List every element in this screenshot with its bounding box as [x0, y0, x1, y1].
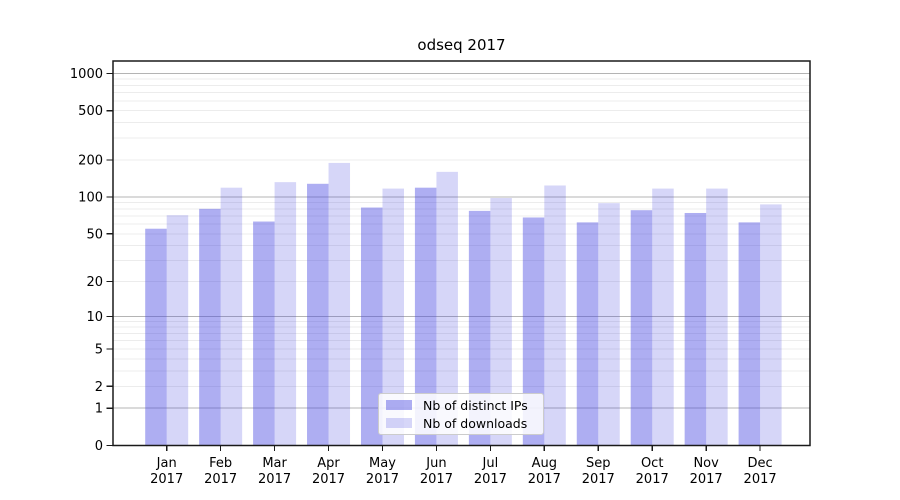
x-tick-label-year: 2017 [366, 472, 399, 487]
x-tick-label-month: Sep [586, 456, 611, 471]
bar-downloads-may [382, 188, 404, 446]
y-tick-label: 100 [78, 190, 103, 205]
y-tick-label: 0 [95, 439, 103, 454]
legend-label-0: Nb of distinct IPs [423, 397, 528, 413]
x-tick-label-year: 2017 [582, 472, 615, 487]
bar-downloads-jul [490, 198, 512, 446]
x-tick-label-year: 2017 [258, 472, 291, 487]
x-tick-label-month: Dec [748, 456, 773, 471]
x-tick-label-year: 2017 [420, 472, 453, 487]
bar-downloads-jun [436, 171, 458, 446]
bar-downloads-sep [598, 203, 620, 446]
y-tick-label: 200 [78, 153, 103, 168]
y-tick-label: 2 [95, 380, 103, 395]
x-tick-label-year: 2017 [150, 472, 183, 487]
bar-downloads-dec [760, 204, 782, 446]
bar-downloads-apr [328, 162, 351, 446]
y-tick-label: 20 [86, 275, 103, 290]
bar-downloads-feb [220, 187, 243, 446]
x-tick-label-year: 2017 [636, 472, 669, 487]
bar-ips-aug [522, 217, 545, 446]
bar-ips-nov [684, 212, 707, 446]
plot-border [112, 60, 811, 447]
bar-downloads-mar [274, 182, 297, 446]
bar-downloads-oct [652, 188, 674, 446]
bar-ips-jan [145, 228, 167, 446]
bar-downloads-jan [166, 215, 189, 446]
legend-label-1: Nb of downloads [423, 415, 528, 431]
x-tick-label-month: Nov [693, 456, 719, 471]
x-tick-label-year: 2017 [690, 472, 723, 487]
x-tick-label-month: Jul [482, 456, 499, 471]
legend-swatch-0 [386, 400, 412, 410]
x-tick-label-year: 2017 [744, 472, 777, 487]
bar-ips-oct [630, 210, 653, 446]
legend-item-downloads: Nb of downloads [386, 414, 543, 432]
x-tick-label-year: 2017 [474, 472, 507, 487]
y-tick-label: 1000 [70, 67, 103, 82]
x-tick-label-month: Jun [425, 456, 446, 471]
x-tick-label-year: 2017 [312, 472, 345, 487]
y-tick-label: 500 [78, 104, 103, 119]
bar-ips-dec [738, 222, 761, 446]
y-tick-label: 50 [86, 227, 103, 242]
legend-swatch-1 [386, 418, 412, 428]
bar-ips-may [360, 207, 383, 446]
x-tick-label-month: Oct [641, 456, 663, 471]
chart-title: odseq 2017 [417, 36, 506, 54]
x-tick-label-month: Apr [317, 456, 340, 471]
x-tick-label-month: Feb [209, 456, 232, 471]
bar-ips-feb [199, 208, 221, 446]
y-tick-label: 10 [86, 310, 103, 325]
legend: Nb of distinct IPs Nb of downloads [378, 393, 544, 435]
x-tick-label-month: Mar [262, 456, 287, 471]
x-tick-label-year: 2017 [204, 472, 237, 487]
bar-ips-sep [576, 222, 599, 446]
bar-ips-jul [468, 210, 491, 446]
legend-item-distinct-ips: Nb of distinct IPs [386, 396, 543, 414]
bar-ips-mar [253, 221, 275, 446]
x-tick-label-month: Aug [532, 456, 557, 471]
bar-ips-jun [414, 187, 437, 446]
x-tick-label-month: Jan [156, 456, 177, 471]
x-tick-label-month: May [369, 456, 396, 471]
bar-downloads-aug [544, 185, 566, 446]
y-tick-label: 1 [95, 402, 103, 417]
x-tick-label-year: 2017 [528, 472, 561, 487]
y-tick-label: 5 [95, 343, 103, 358]
bar-ips-apr [307, 183, 329, 446]
bar-downloads-nov [706, 188, 728, 446]
